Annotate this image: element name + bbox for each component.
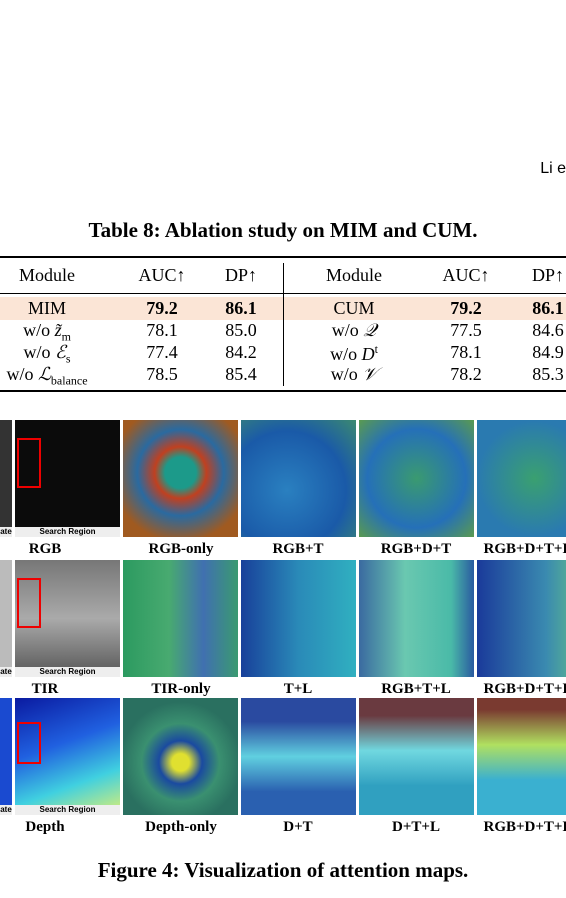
image — [359, 420, 474, 537]
image — [477, 420, 566, 537]
image: ate — [0, 698, 12, 815]
table-cell: MIM — [28, 298, 66, 319]
column-header: DP↑ — [224, 265, 258, 285]
math-symbol: 𝒬 — [363, 320, 377, 340]
column-header: Module — [326, 265, 382, 285]
table-cell: 86.1 — [225, 298, 257, 318]
image — [359, 560, 474, 677]
table-cell: 84.9 — [532, 342, 564, 362]
table-cell: 86.1 — [532, 298, 564, 318]
image: Search Region — [15, 698, 120, 815]
math-symbol: 𝒱 — [362, 364, 378, 384]
rule — [0, 256, 566, 258]
target-box — [17, 438, 41, 488]
column-divider — [283, 263, 284, 386]
table-cell: w/o Dt — [330, 342, 378, 365]
image-tag: ate — [0, 527, 12, 537]
math-symbol: z̃ — [54, 320, 62, 340]
table-cell: 85.4 — [225, 364, 257, 384]
math-symbol: D — [361, 344, 375, 364]
cell-text: w/o — [6, 364, 34, 384]
image: ate — [0, 560, 12, 677]
image — [241, 698, 356, 815]
image-tag: ate — [0, 805, 12, 815]
table-cell: 84.6 — [532, 320, 564, 340]
image: ate — [0, 420, 12, 537]
image-label: RGB+D+T+L — [483, 681, 566, 697]
math-subscript: balance — [50, 373, 88, 388]
cell-text: w/o — [23, 320, 51, 340]
target-box — [17, 722, 41, 764]
rule — [0, 390, 566, 392]
table-cell: w/o z̃m — [23, 320, 71, 345]
table-cell: 85.0 — [225, 320, 257, 340]
image-label: RGB — [28, 541, 62, 557]
cell-text: w/o — [330, 364, 358, 384]
cell-text: w/o — [23, 342, 51, 362]
image-label: Depth-only — [145, 819, 217, 835]
column-header: AUC↑ — [138, 265, 186, 285]
table-cell: 79.2 — [450, 298, 482, 318]
image — [123, 420, 238, 537]
image-tag: Search Region — [15, 667, 120, 677]
image — [359, 698, 474, 815]
image-tag: ate — [0, 667, 12, 677]
image-label: Depth — [25, 819, 65, 835]
table-cell: 79.2 — [146, 298, 178, 318]
column-header: AUC↑ — [442, 265, 490, 285]
math-symbol: ℰ — [54, 342, 66, 362]
cell-text: CUM — [333, 298, 375, 318]
table-cell: 77.5 — [450, 320, 482, 340]
image-tag: Search Region — [15, 527, 120, 537]
table-cell: 78.1 — [146, 320, 178, 340]
image: Search Region — [15, 420, 120, 537]
table-cell: w/o ℰs — [23, 342, 70, 367]
figure-caption: Figure 4: Visualization of attention map… — [97, 858, 469, 882]
image — [241, 560, 356, 677]
image — [123, 698, 238, 815]
image-label: RGB+T — [272, 541, 324, 557]
image-label: RGB+D+T — [380, 541, 452, 557]
math-subscript: m — [61, 329, 71, 344]
image-label: TIR — [31, 681, 59, 697]
image — [123, 560, 238, 677]
table-cell: 85.3 — [532, 364, 564, 384]
math-subscript: s — [65, 351, 71, 366]
image-label: RGB-only — [148, 541, 214, 557]
column-header: DP↑ — [531, 265, 565, 285]
cell-text: MIM — [27, 298, 67, 318]
math-symbol: ℒ — [37, 364, 51, 384]
table-caption: Table 8: Ablation study on MIM and CUM. — [88, 218, 478, 242]
image-tag: Search Region — [15, 805, 120, 815]
cell-text: w/o — [330, 344, 358, 364]
running-head: Li e — [540, 160, 566, 177]
table-cell: 78.5 — [146, 364, 178, 384]
column-header: Module — [19, 265, 75, 285]
image-label: D+T+L — [392, 819, 440, 835]
image-label: RGB+D+T+L — [483, 819, 566, 835]
table-cell: CUM — [333, 298, 374, 319]
image-label: RGB+T+L — [381, 681, 451, 697]
math-superscript: t — [374, 342, 378, 356]
image-label: RGB+D+T+L — [483, 541, 566, 557]
table-cell: 78.2 — [450, 364, 482, 384]
table-cell: 78.1 — [450, 342, 482, 362]
image-label: T+L — [283, 681, 313, 697]
image-label: D+T — [283, 819, 313, 835]
table-cell: w/o 𝒬 — [332, 320, 376, 341]
cell-text: w/o — [331, 320, 359, 340]
image-label: TIR-only — [151, 681, 211, 697]
table-cell: w/o ℒbalance — [6, 364, 87, 389]
table-cell: w/o 𝒱 — [331, 364, 378, 385]
image — [477, 560, 566, 677]
image — [241, 420, 356, 537]
table-cell: 77.4 — [146, 342, 178, 362]
image — [477, 698, 566, 815]
table-cell: 84.2 — [225, 342, 257, 362]
target-box — [17, 578, 41, 628]
image: Search Region — [15, 560, 120, 677]
